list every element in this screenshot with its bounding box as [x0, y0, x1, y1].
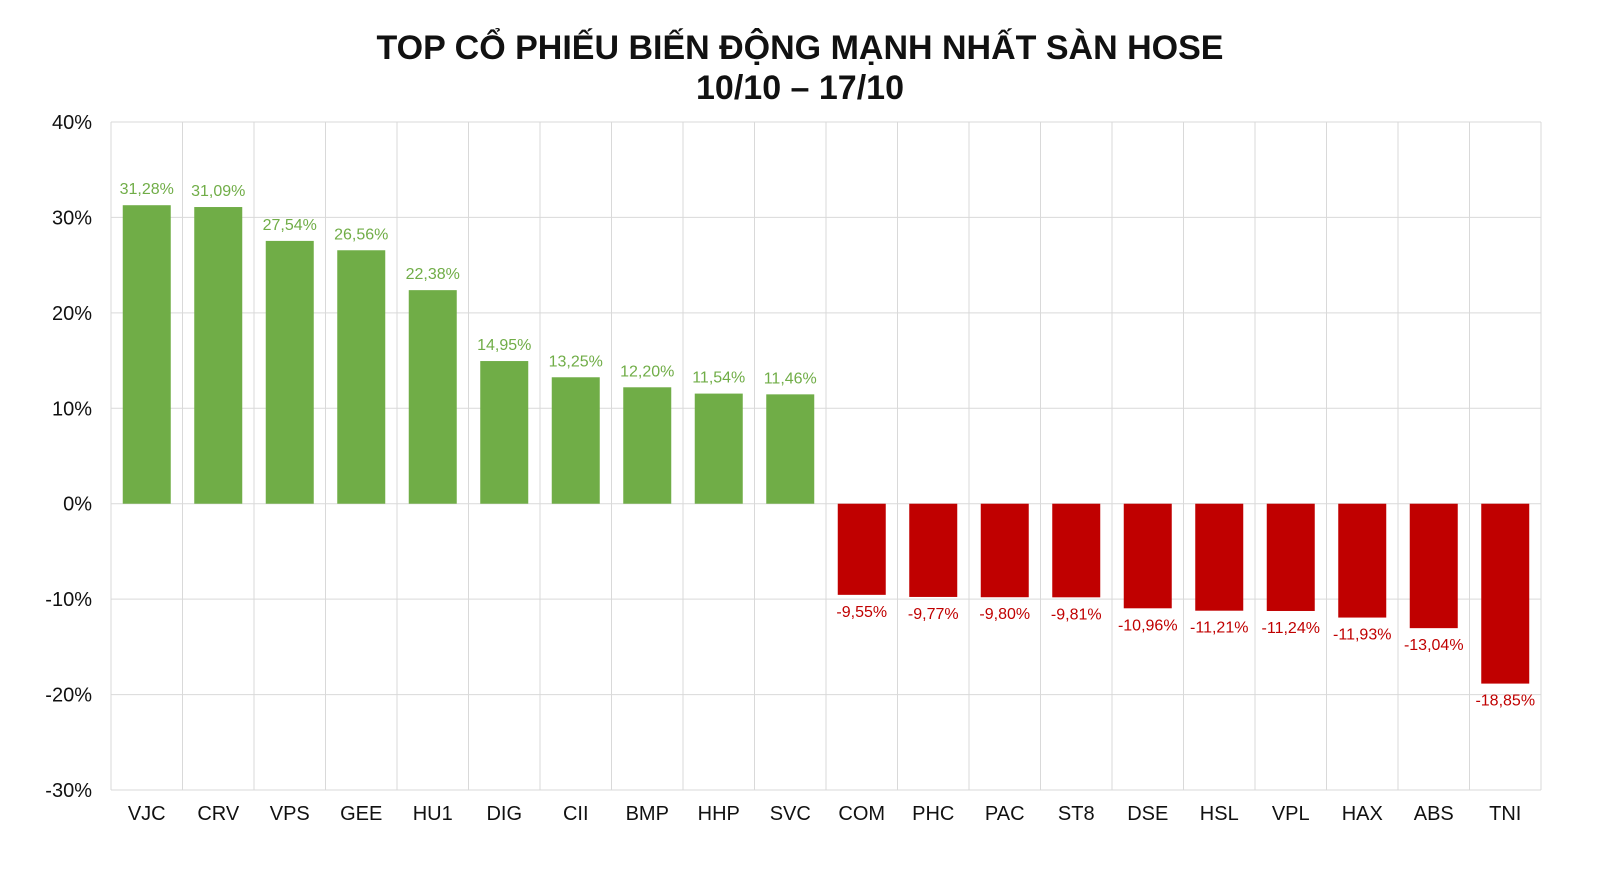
data-label: -9,81%: [1051, 606, 1102, 623]
data-label: -9,80%: [979, 606, 1030, 623]
bar-gee: [337, 250, 386, 504]
chart-title: TOP CỔ PHIẾU BIẾN ĐỘNG MẠNH NHẤT SÀN HOS…: [376, 29, 1224, 67]
x-tick-label: SVC: [770, 803, 811, 825]
data-label: -10,96%: [1118, 617, 1178, 634]
x-tick-label: PHC: [912, 803, 954, 825]
data-label: 13,25%: [549, 353, 603, 370]
x-tick-label: GEE: [340, 803, 382, 825]
bar-dig: [480, 361, 529, 504]
bar-hhp: [694, 393, 743, 504]
bar-vpl: [1266, 503, 1315, 611]
x-tick-label: HSL: [1200, 803, 1239, 825]
x-tick-label: VPS: [270, 803, 310, 825]
data-label: -13,04%: [1404, 637, 1464, 654]
x-tick-label: CRV: [197, 803, 240, 825]
bar-phc: [909, 503, 958, 597]
bar-svc: [766, 394, 815, 504]
bar-hax: [1338, 503, 1387, 618]
data-label: 22,38%: [406, 266, 460, 283]
bar-cii: [551, 377, 600, 504]
x-tick-label: BMP: [626, 803, 669, 825]
data-label: -9,77%: [908, 606, 959, 623]
x-tick-label: VPL: [1272, 803, 1310, 825]
bar-com: [837, 503, 886, 595]
y-tick-label: 30%: [52, 207, 92, 229]
bar-pac: [980, 503, 1029, 598]
x-tick-label: TNI: [1489, 803, 1521, 825]
bar-tni: [1481, 503, 1530, 684]
data-label: 31,09%: [191, 183, 245, 200]
data-label: 14,95%: [477, 337, 531, 354]
x-tick-label: ABS: [1414, 803, 1454, 825]
x-tick-label: HHP: [698, 803, 740, 825]
bar-dse: [1123, 503, 1172, 609]
x-tick-label: ST8: [1058, 803, 1095, 825]
data-label: 11,46%: [764, 370, 817, 387]
bar-crv: [194, 207, 243, 504]
bar-hu1: [408, 290, 457, 504]
x-tick-label: HAX: [1342, 803, 1383, 825]
x-tick-label: DSE: [1127, 803, 1168, 825]
bar-vps: [265, 240, 314, 504]
data-label: -9,55%: [836, 604, 887, 621]
y-tick-label: -20%: [45, 685, 92, 707]
x-tick-label: HU1: [413, 803, 453, 825]
bar-abs: [1409, 503, 1458, 629]
x-tick-label: VJC: [128, 803, 166, 825]
data-label: -18,85%: [1475, 693, 1535, 710]
bar-st8: [1052, 503, 1101, 598]
data-label: 11,54%: [692, 370, 745, 387]
x-tick-label: COM: [838, 803, 885, 825]
data-label: -11,93%: [1333, 627, 1391, 644]
bar-hsl: [1195, 503, 1244, 611]
bar-vjc: [122, 205, 171, 504]
x-tick-label: PAC: [985, 803, 1025, 825]
bar-bmp: [623, 387, 672, 504]
data-label: 31,28%: [120, 181, 174, 198]
x-tick-label: DIG: [486, 803, 522, 825]
data-label: -11,21%: [1190, 620, 1248, 637]
y-tick-label: 20%: [52, 303, 92, 325]
y-tick-label: 10%: [52, 398, 92, 420]
chart-subtitle: 10/10 – 17/10: [696, 69, 904, 107]
y-tick-label: 0%: [63, 494, 92, 516]
y-tick-label: -30%: [45, 780, 92, 802]
x-tick-label: CII: [563, 803, 589, 825]
y-tick-label: -10%: [45, 589, 92, 611]
y-tick-label: 40%: [52, 112, 92, 134]
data-label: 26,56%: [334, 226, 388, 243]
data-label: 27,54%: [263, 217, 317, 234]
data-label: -11,24%: [1262, 620, 1320, 637]
data-label: 12,20%: [620, 363, 674, 380]
